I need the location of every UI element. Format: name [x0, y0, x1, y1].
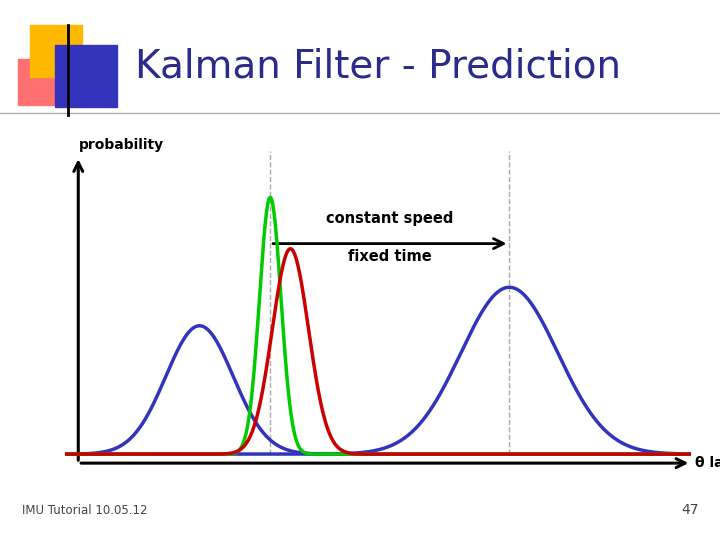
Text: Kalman Filter - Prediction: Kalman Filter - Prediction — [135, 48, 621, 86]
Bar — [18, 59, 64, 105]
Text: 47: 47 — [681, 503, 698, 517]
Bar — [55, 45, 117, 107]
Text: θ latitude: θ latitude — [695, 456, 720, 470]
Text: constant speed: constant speed — [326, 211, 454, 226]
Text: fixed time: fixed time — [348, 249, 432, 264]
Text: probability: probability — [78, 138, 163, 152]
Text: IMU Tutorial 10.05.12: IMU Tutorial 10.05.12 — [22, 504, 147, 517]
Bar — [30, 25, 82, 77]
